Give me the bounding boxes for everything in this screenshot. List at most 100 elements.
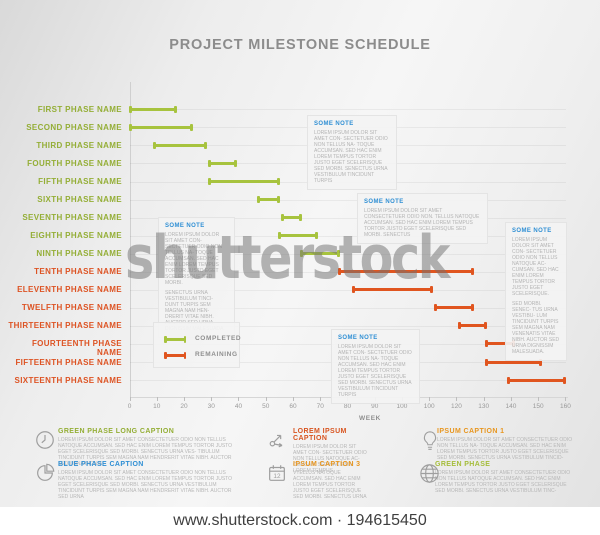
legend-label: COMPLETED [195,335,242,342]
phase-label: TENTH PHASE NAME [34,267,122,277]
x-tick-label: 30 [207,402,215,410]
grid-line [129,217,566,219]
bar-start-cap [278,232,282,240]
phase-label: SEVENTH PHASE NAME [22,213,122,223]
x-axis-tick [510,396,512,401]
bar-end-cap [429,286,433,294]
x-axis-tick [483,396,485,401]
caption-text: LOREM IPSUM DOLOR SIT AMET CONSECTETUER … [58,470,233,500]
note-text: LOREM IPSUM DOLOR SIT AMET CONSECTETUER … [364,208,480,238]
note-box: SOME NOTE LOREM IPSUM DOLOR SIT AMET CON-… [505,222,567,361]
note-text: LOREM IPSUM DOLOR SIT AMET CON- SECTETUE… [512,237,559,297]
phase-label: NINTH PHASE NAME [36,249,122,259]
bar-line [154,143,206,147]
caption-title: GREEN PHASE [435,461,491,468]
bar-end-cap [538,358,542,366]
bar-line [129,107,176,111]
bar-start-cap [485,358,489,366]
x-tick-label: 150 [532,402,544,410]
gantt-bar [351,286,433,294]
x-tick-label: 20 [180,402,188,410]
bar-line [301,252,340,256]
phase-label: THIRD PHASE NAME [36,140,122,150]
caption-title: BLUE PHASE CAPTION [58,461,144,468]
caption-title: IPSUM CAPTION 1 [437,428,505,435]
caption-text: LOREM IPSUM DOLOR SIT AMET CONSECTETUER … [58,437,233,467]
x-tick-label: 40 [234,402,243,410]
x-axis-tick [183,396,185,401]
gantt-bar [207,159,237,167]
bar-start-cap [300,250,304,258]
share-arrows-icon [266,429,288,456]
caption-text: LOREM IPSUM DOLOR SIT AMET CON- SECTETUE… [293,444,367,474]
footer-bar: www.shutterstock.com · 194615450 [0,507,600,535]
grid-line [129,325,566,327]
caption-title: GREEN PHASE LONG CAPTION [58,428,175,435]
phase-label: TWELFTH PHASE NAME [21,303,122,313]
bar-end-cap [484,322,488,330]
bar-line [352,288,432,292]
gantt-bar [128,123,194,131]
gantt-bar [278,232,319,240]
caption-body: LOREM IPSUM CAPTION LOREM IPSUM DOLOR SIT… [293,428,368,474]
svg-text:12: 12 [273,473,281,480]
x-tick-label: 90 [371,402,379,410]
x-axis-title: WEEK [359,415,381,422]
gantt-bar [507,376,567,384]
x-tick-label: 100 [396,402,408,410]
bar-start-cap [433,304,437,312]
bar-start-cap [351,286,355,294]
grid-line [129,109,566,111]
x-tick-label: 160 [560,402,571,410]
page-title: PROJECT MILESTONE SCHEDULE [169,37,431,53]
bar-line [208,161,236,165]
note-header: SOME NOTE [314,121,354,127]
bar-start-cap [207,178,211,185]
caption-body: BLUE PHASE CAPTION LOREM IPSUM DOLOR SIT … [58,461,232,500]
phase-label: FIFTH PHASE NAME [38,177,122,186]
note-header: SOME NOTE [364,199,404,205]
bar-line [434,306,473,310]
bar-end-cap [277,196,281,204]
x-axis-tick [429,396,431,401]
x-axis-tick [238,396,240,401]
bar-end-cap [173,105,177,113]
bar-start-cap [485,340,489,348]
completed-bar-swatch [164,335,186,343]
bar-end-cap [470,268,474,276]
phase-label: SIXTEENTH PHASE NAME [14,375,122,385]
phase-label: FIFTEENTH PHASE NAME [15,357,122,367]
x-axis-tick [565,396,567,401]
caption-title: IPSUM CAPTION 3 [293,461,361,468]
phase-label: SECOND PHASE NAME [26,122,122,132]
phase-label: EIGHTH PHASE NAME [30,231,122,241]
phase-label: FOURTH PHASE NAME [27,158,122,168]
bar-line [486,360,541,364]
phase-label: FIRST PHASE NAME [37,104,122,114]
grid-line [129,199,566,201]
x-axis-tick [292,396,294,401]
phase-label: ELEVENTH PHASE NAME [17,285,122,295]
bar-end-cap [299,214,303,222]
legend-label: REMAINING [195,351,238,358]
x-tick-label: 120 [451,402,462,410]
x-tick-label: 50 [262,402,270,410]
bar-start-cap [128,105,132,113]
caption-item: BLUE PHASE CAPTION LOREM IPSUM DOLOR SIT … [34,461,232,500]
phase-label: THIRTEENTH PHASE NAME [8,321,122,331]
note-box: SOME NOTE LOREM IPSUM DOLOR SIT AMET CON-… [158,217,235,338]
grid-line [129,253,566,255]
phase-label: FOURTEENTH PHASE NAME [31,339,122,358]
note-header: SOME NOTE [512,228,552,234]
footer-url: www.shutterstock.com · 194615450 [173,512,427,529]
bar-end-cap [233,159,237,167]
x-axis-tick [265,396,267,401]
x-tick-label: 60 [289,402,297,410]
globe-icon [418,462,441,490]
caption-text: LOREM IPSUM DOLOR SIT AMET CONSECTETUER … [437,437,573,461]
caption-body: IPSUM CAPTION 3 VTELLUS NATOQUE ACCUMSAN.… [293,461,368,500]
bar-line [279,234,318,238]
bar-line [508,378,566,382]
bar-end-cap [563,376,567,384]
caption-item: LOREM IPSUM CAPTION LOREM IPSUM DOLOR SIT… [266,428,368,474]
